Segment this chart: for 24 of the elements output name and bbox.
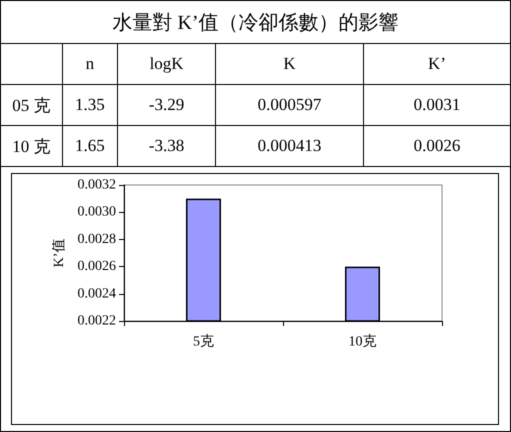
y-axis-title: K’值 — [51, 238, 68, 268]
text: 10 克 — [0, 126, 62, 166]
y-tick-label: 0.0032 — [78, 178, 116, 192]
text: n — [62, 44, 118, 84]
y-tick-label: 0.0026 — [78, 259, 116, 274]
text: 0.0031 — [364, 84, 510, 126]
x-tick-label: 5克 — [193, 334, 214, 350]
text: 1.65 — [62, 126, 118, 166]
y-tick-label: 0.0024 — [78, 286, 116, 302]
text: 05 克 — [0, 84, 62, 126]
text: K — [216, 44, 364, 84]
text: 0.000597 — [216, 84, 364, 126]
text: 0.000413 — [216, 126, 364, 166]
x-tick-label: 10克 — [348, 334, 376, 350]
text: K’ — [364, 44, 510, 84]
text: -3.29 — [118, 84, 216, 126]
text: logK — [118, 44, 216, 84]
text: 0.0026 — [364, 126, 510, 166]
y-tick-label: 0.0030 — [78, 204, 116, 220]
y-tick-label: 0.0022 — [78, 314, 116, 328]
chart-title: 水量對 K’值（冷卻係數）的影響 — [0, 0, 510, 44]
text: -3.38 — [118, 126, 216, 166]
text: 1.35 — [62, 84, 118, 126]
y-tick-label: 0.0028 — [78, 232, 116, 247]
